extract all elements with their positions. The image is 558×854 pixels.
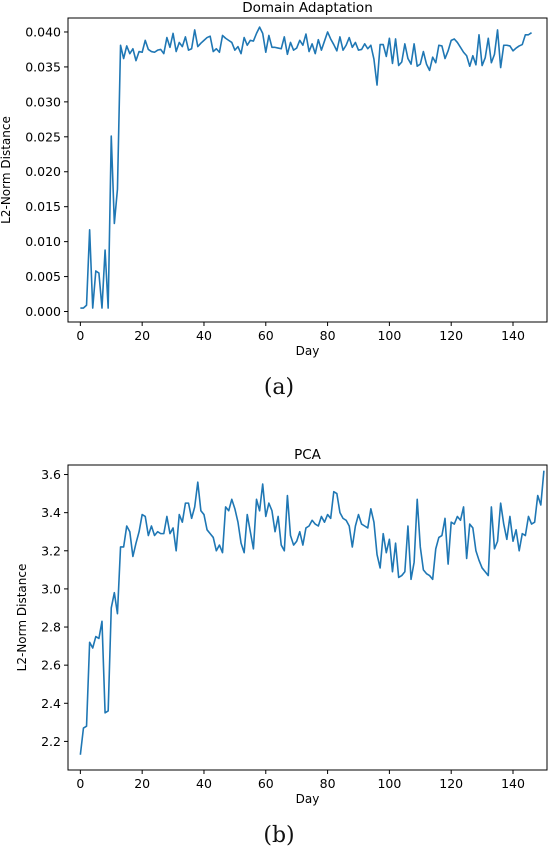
x-tick-label: 20 xyxy=(134,328,150,343)
y-tick-label: 3.2 xyxy=(41,543,61,558)
x-tick-label: 120 xyxy=(439,776,463,791)
x-tick-label: 100 xyxy=(377,328,401,343)
y-axis-label: L2-Norm Distance xyxy=(15,564,29,672)
series-points xyxy=(80,27,532,309)
x-tick-label: 20 xyxy=(134,776,150,791)
x-tick-label: 40 xyxy=(196,328,212,343)
x-axis-label: Day xyxy=(296,792,320,806)
x-tick-label: 80 xyxy=(320,328,336,343)
y-tick-label: 0.000 xyxy=(25,304,61,319)
y-tick-label: 0.025 xyxy=(25,129,61,144)
plot-frame xyxy=(67,17,548,323)
x-tick-label: 100 xyxy=(377,776,401,791)
x-axis-label: Day xyxy=(296,344,320,358)
x-tick-label: 60 xyxy=(258,328,274,343)
y-tick-label: 0.015 xyxy=(25,199,61,214)
x-tick-label: 60 xyxy=(258,776,274,791)
y-axis-label: L2-Norm Distance xyxy=(0,116,13,224)
y-tick-label: 2.2 xyxy=(41,734,61,749)
caption-b: (b) xyxy=(263,823,295,848)
chart-title: PCA xyxy=(294,447,322,463)
y-tick-label: 0.030 xyxy=(25,94,61,109)
y-tick-label: 0.040 xyxy=(25,24,61,39)
x-tick-label: 80 xyxy=(320,776,336,791)
series-points xyxy=(80,470,544,755)
y-tick-label: 0.005 xyxy=(25,269,61,284)
x-tick-label: 140 xyxy=(501,776,525,791)
y-tick-label: 0.035 xyxy=(25,59,61,74)
series-line xyxy=(79,470,545,755)
caption-a: (a) xyxy=(263,375,295,400)
x-tick-label: 0 xyxy=(76,776,84,791)
y-tick-label: 0.010 xyxy=(25,234,61,249)
y-tick-label: 2.4 xyxy=(41,696,61,711)
y-tick-label: 2.8 xyxy=(41,620,61,635)
plot-frame xyxy=(67,464,548,771)
y-tick-label: 2.6 xyxy=(41,658,61,673)
x-tick-label: 120 xyxy=(439,328,463,343)
series-line xyxy=(80,26,532,309)
chart-pca: PCA 0 20 40 60 80 100 120 140 2.2 2.4 2.6 2.8 3.0 3.2 3… xyxy=(15,447,548,806)
chart-title: Domain Adaptation xyxy=(242,0,373,16)
x-tick-label: 40 xyxy=(196,776,212,791)
y-tick-label: 3.0 xyxy=(41,581,61,596)
y-tick-label: 3.4 xyxy=(41,505,61,520)
y-tick-label: 0.020 xyxy=(25,164,61,179)
x-tick-label: 140 xyxy=(501,328,525,343)
chart-domain-adaptation: Domain Adaptation 0 20 40 60 80 100 120 140 0.000… xyxy=(0,0,548,358)
x-tick-label: 0 xyxy=(76,328,84,343)
y-tick-label: 3.6 xyxy=(41,467,61,482)
